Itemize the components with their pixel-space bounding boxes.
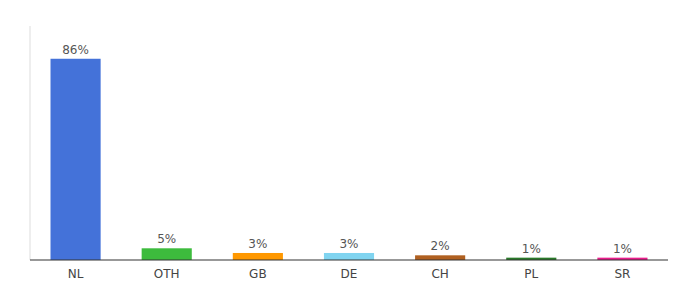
data-label: 5% [157,232,176,246]
x-axis-line [30,259,668,260]
bar [324,253,374,260]
bar [51,59,101,260]
data-label: 86% [62,43,89,57]
page: {"chart_data": {"type": "bar", "categori… [0,0,680,300]
chart-container: 86% 5% 3% 3% 2% 1% 1% NL OTH GB DE CH PL SR [0,0,680,300]
data-label: 1% [613,242,632,256]
chart-svg: 86% 5% 3% 3% 2% 1% 1% NL OTH GB DE CH PL SR [0,0,680,300]
bar [142,248,192,260]
bar [233,253,283,260]
x-tick-label: DE [341,267,358,281]
x-tick-label: OTH [154,267,180,281]
data-label: 1% [522,242,541,256]
y-range-line [30,26,31,260]
data-label: 3% [248,237,267,251]
x-tick-label: NL [68,267,84,281]
x-tick-label: GB [249,267,267,281]
x-tick-label: SR [614,267,630,281]
data-label: 2% [431,239,450,253]
bars [51,59,648,260]
x-tick-label: PL [524,267,538,281]
bar [415,255,465,260]
data-label: 3% [339,237,358,251]
x-tick-label: CH [431,267,448,281]
